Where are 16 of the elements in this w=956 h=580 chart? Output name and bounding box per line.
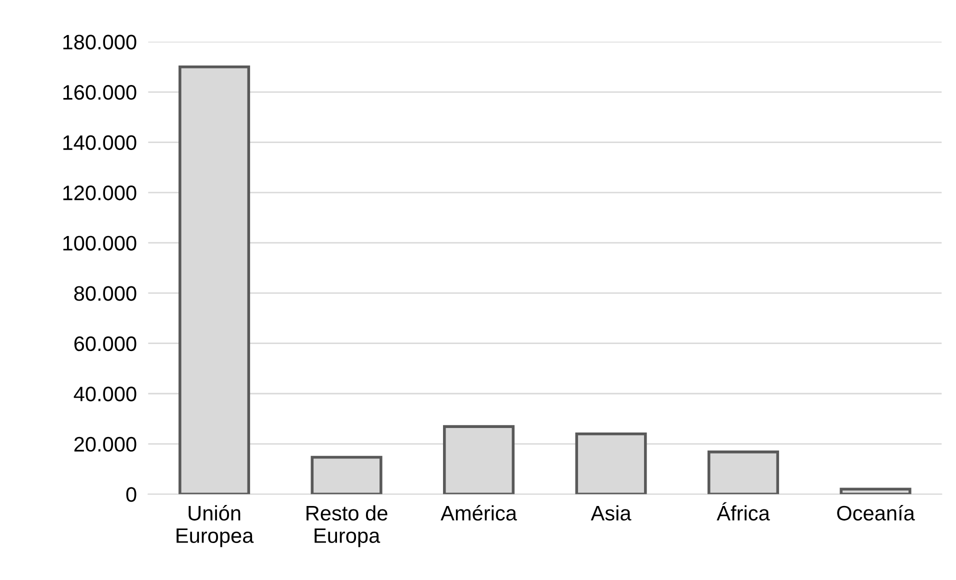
x-tick-label: Oceanía <box>837 505 915 521</box>
y-tick-label: 0 <box>126 487 136 502</box>
y-tick-label: 160.000 <box>63 85 136 100</box>
x-tick-label: Resto de Europa <box>306 505 388 548</box>
x-tick-label: Unión Europea <box>176 505 254 548</box>
y-tick-label: 140.000 <box>63 135 136 150</box>
x-tick-label: América <box>440 505 517 521</box>
y-tick-label: 120.000 <box>63 186 136 200</box>
x-tick-label: Asia <box>590 505 632 521</box>
y-tick-label: 180.000 <box>63 34 136 50</box>
y-tick-label: 100.000 <box>63 236 136 251</box>
y-tick-label: 20.000 <box>74 436 136 452</box>
x-tick-label: África <box>716 502 770 521</box>
y-tick-label: 60.000 <box>74 336 136 352</box>
y-tick-label: 80.000 <box>74 286 136 301</box>
y-tick-label: 40.000 <box>74 386 136 402</box>
